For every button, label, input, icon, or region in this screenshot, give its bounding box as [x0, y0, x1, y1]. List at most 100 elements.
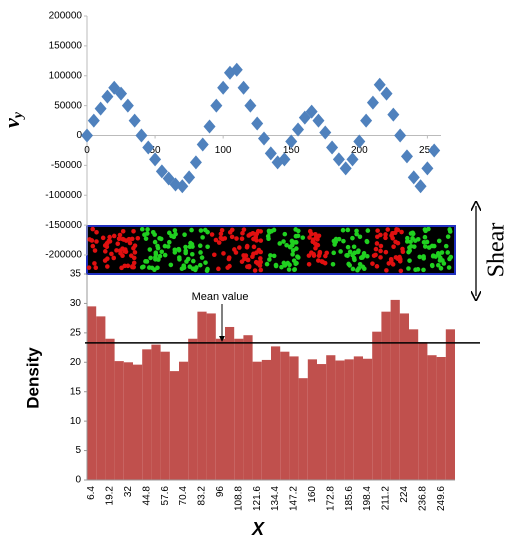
- particle: [131, 260, 137, 266]
- particle: [311, 253, 317, 258]
- x-tick-label: 57.6: [160, 486, 171, 506]
- particle: [292, 267, 297, 273]
- particle: [191, 258, 196, 264]
- bar: [243, 335, 253, 480]
- particle: [313, 235, 319, 240]
- particle: [400, 249, 406, 255]
- bar: [105, 338, 115, 480]
- bar: [179, 361, 189, 480]
- particle: [373, 246, 379, 252]
- particle: [102, 243, 108, 248]
- data-point: [326, 140, 339, 155]
- y-axis-label-subscript: y: [11, 111, 26, 120]
- particle: [100, 235, 106, 241]
- particle: [258, 229, 263, 234]
- bar: [390, 299, 400, 480]
- particle: [374, 241, 380, 246]
- y-tick-label: 0: [75, 475, 81, 486]
- x-tick-label: 121.6: [252, 486, 263, 511]
- particle: [390, 262, 396, 267]
- particle: [253, 259, 259, 265]
- particle: [251, 244, 257, 250]
- particle: [239, 236, 245, 242]
- y-tick-label: -150000: [45, 220, 82, 231]
- particle: [141, 264, 146, 270]
- particle: [408, 231, 414, 236]
- y-tick-label: 15: [70, 386, 82, 397]
- particle: [436, 238, 442, 244]
- particle: [172, 228, 178, 233]
- particle: [294, 246, 299, 251]
- particle: [438, 266, 444, 271]
- particle: [252, 268, 258, 273]
- particle: [183, 250, 188, 256]
- particle: [429, 262, 435, 268]
- bar: [271, 346, 281, 480]
- particle: [374, 264, 380, 269]
- particle: [189, 251, 195, 257]
- particle: [332, 242, 337, 247]
- bar: [160, 351, 170, 480]
- x-tick-label: 200: [351, 145, 368, 156]
- data-point: [373, 77, 386, 92]
- data-point: [428, 143, 441, 158]
- particle: [390, 230, 395, 236]
- particle: [306, 261, 312, 267]
- particle: [295, 233, 301, 239]
- particle: [116, 236, 122, 242]
- data-point: [115, 86, 128, 101]
- particle: [386, 261, 392, 266]
- x-tick-label: 19.2: [105, 486, 116, 506]
- particle: [371, 253, 377, 258]
- particle: [307, 235, 312, 240]
- particle: [132, 243, 138, 248]
- particle: [237, 245, 242, 250]
- data-point: [142, 140, 155, 155]
- y-tick-label: -100000: [45, 190, 82, 201]
- particle: [158, 236, 164, 242]
- particle: [423, 228, 428, 234]
- particle: [240, 230, 245, 236]
- data-point: [305, 104, 318, 119]
- particle: [295, 254, 300, 259]
- particle: [441, 261, 447, 266]
- data-point: [312, 113, 325, 128]
- particle: [198, 228, 204, 233]
- data-point: [87, 113, 100, 128]
- bar: [335, 360, 345, 480]
- particle: [445, 250, 451, 255]
- x-axis-label: X: [251, 519, 265, 539]
- particle: [407, 258, 412, 263]
- particle: [445, 234, 451, 239]
- particle: [125, 263, 131, 269]
- particle: [338, 249, 343, 254]
- particle: [111, 233, 117, 239]
- particle: [219, 227, 225, 233]
- particle: [244, 243, 250, 249]
- particle: [346, 261, 351, 267]
- particle: [378, 255, 383, 260]
- x-tick-label: 70.4: [178, 486, 189, 506]
- particle: [253, 234, 259, 240]
- x-tick-label: 134.4: [270, 486, 281, 511]
- particle: [412, 238, 418, 243]
- particle: [266, 236, 271, 242]
- y-tick-label: 5: [75, 445, 81, 456]
- y-tick-label: 10: [70, 416, 82, 427]
- data-point: [128, 113, 141, 128]
- particle: [115, 241, 121, 247]
- particle: [102, 249, 108, 254]
- particle: [404, 239, 410, 244]
- particle: [204, 268, 210, 274]
- data-point: [319, 125, 332, 140]
- particle: [258, 267, 264, 273]
- y-tick-label: 100000: [49, 70, 83, 81]
- y-tick-label: 30: [70, 298, 82, 309]
- particle: [123, 247, 128, 252]
- x-tick-label: 250: [419, 145, 436, 156]
- bar: [215, 338, 225, 480]
- particle: [197, 243, 203, 249]
- particle: [271, 253, 277, 259]
- bar: [307, 359, 317, 480]
